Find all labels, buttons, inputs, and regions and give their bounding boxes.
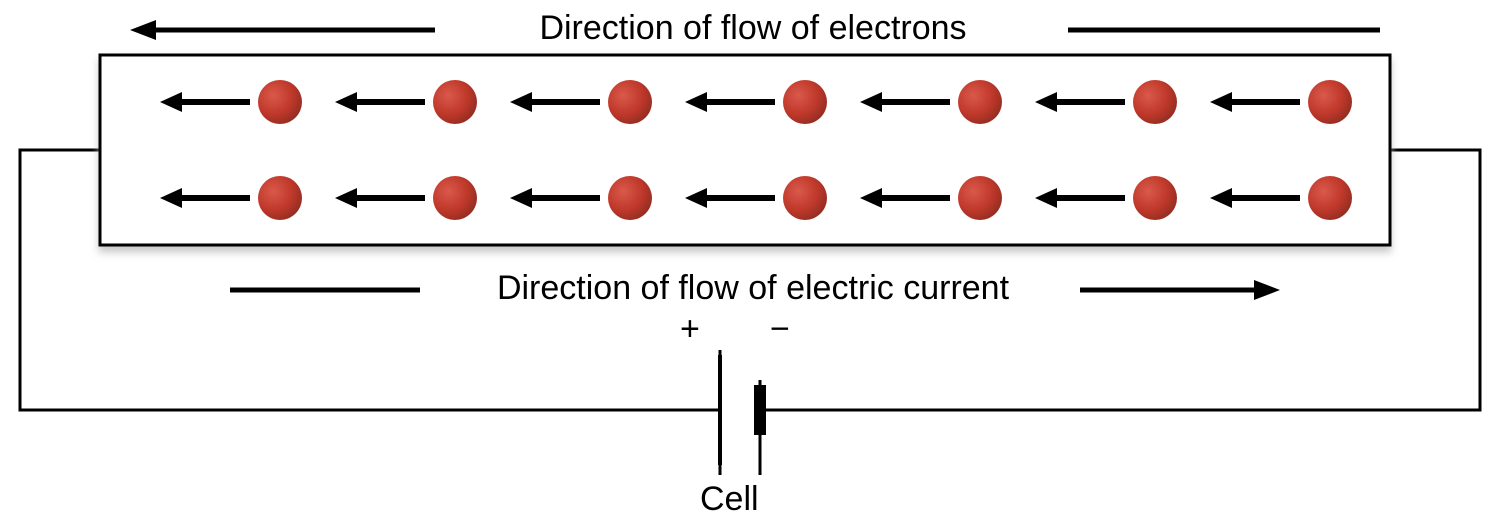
top-arrow-left-segment (130, 20, 435, 40)
electron (608, 176, 652, 220)
electron (1133, 176, 1177, 220)
electron (1308, 176, 1352, 220)
electron (608, 80, 652, 124)
electron (433, 80, 477, 124)
label-current-flow: Direction of flow of electric current (497, 269, 1010, 307)
electron (783, 80, 827, 124)
electron (1308, 80, 1352, 124)
label-minus: − (770, 310, 790, 348)
label-cell: Cell (700, 480, 759, 518)
bottom-arrow-right-segment (1080, 280, 1280, 300)
electron (958, 80, 1002, 124)
electron (433, 176, 477, 220)
electron (958, 176, 1002, 220)
electron (258, 80, 302, 124)
electron (1133, 80, 1177, 124)
label-electron-flow: Direction of flow of electrons (539, 9, 966, 47)
electron (783, 176, 827, 220)
label-plus: + (680, 310, 700, 348)
conductor-box (100, 55, 1390, 245)
electron (258, 176, 302, 220)
cell-symbol (720, 350, 760, 475)
